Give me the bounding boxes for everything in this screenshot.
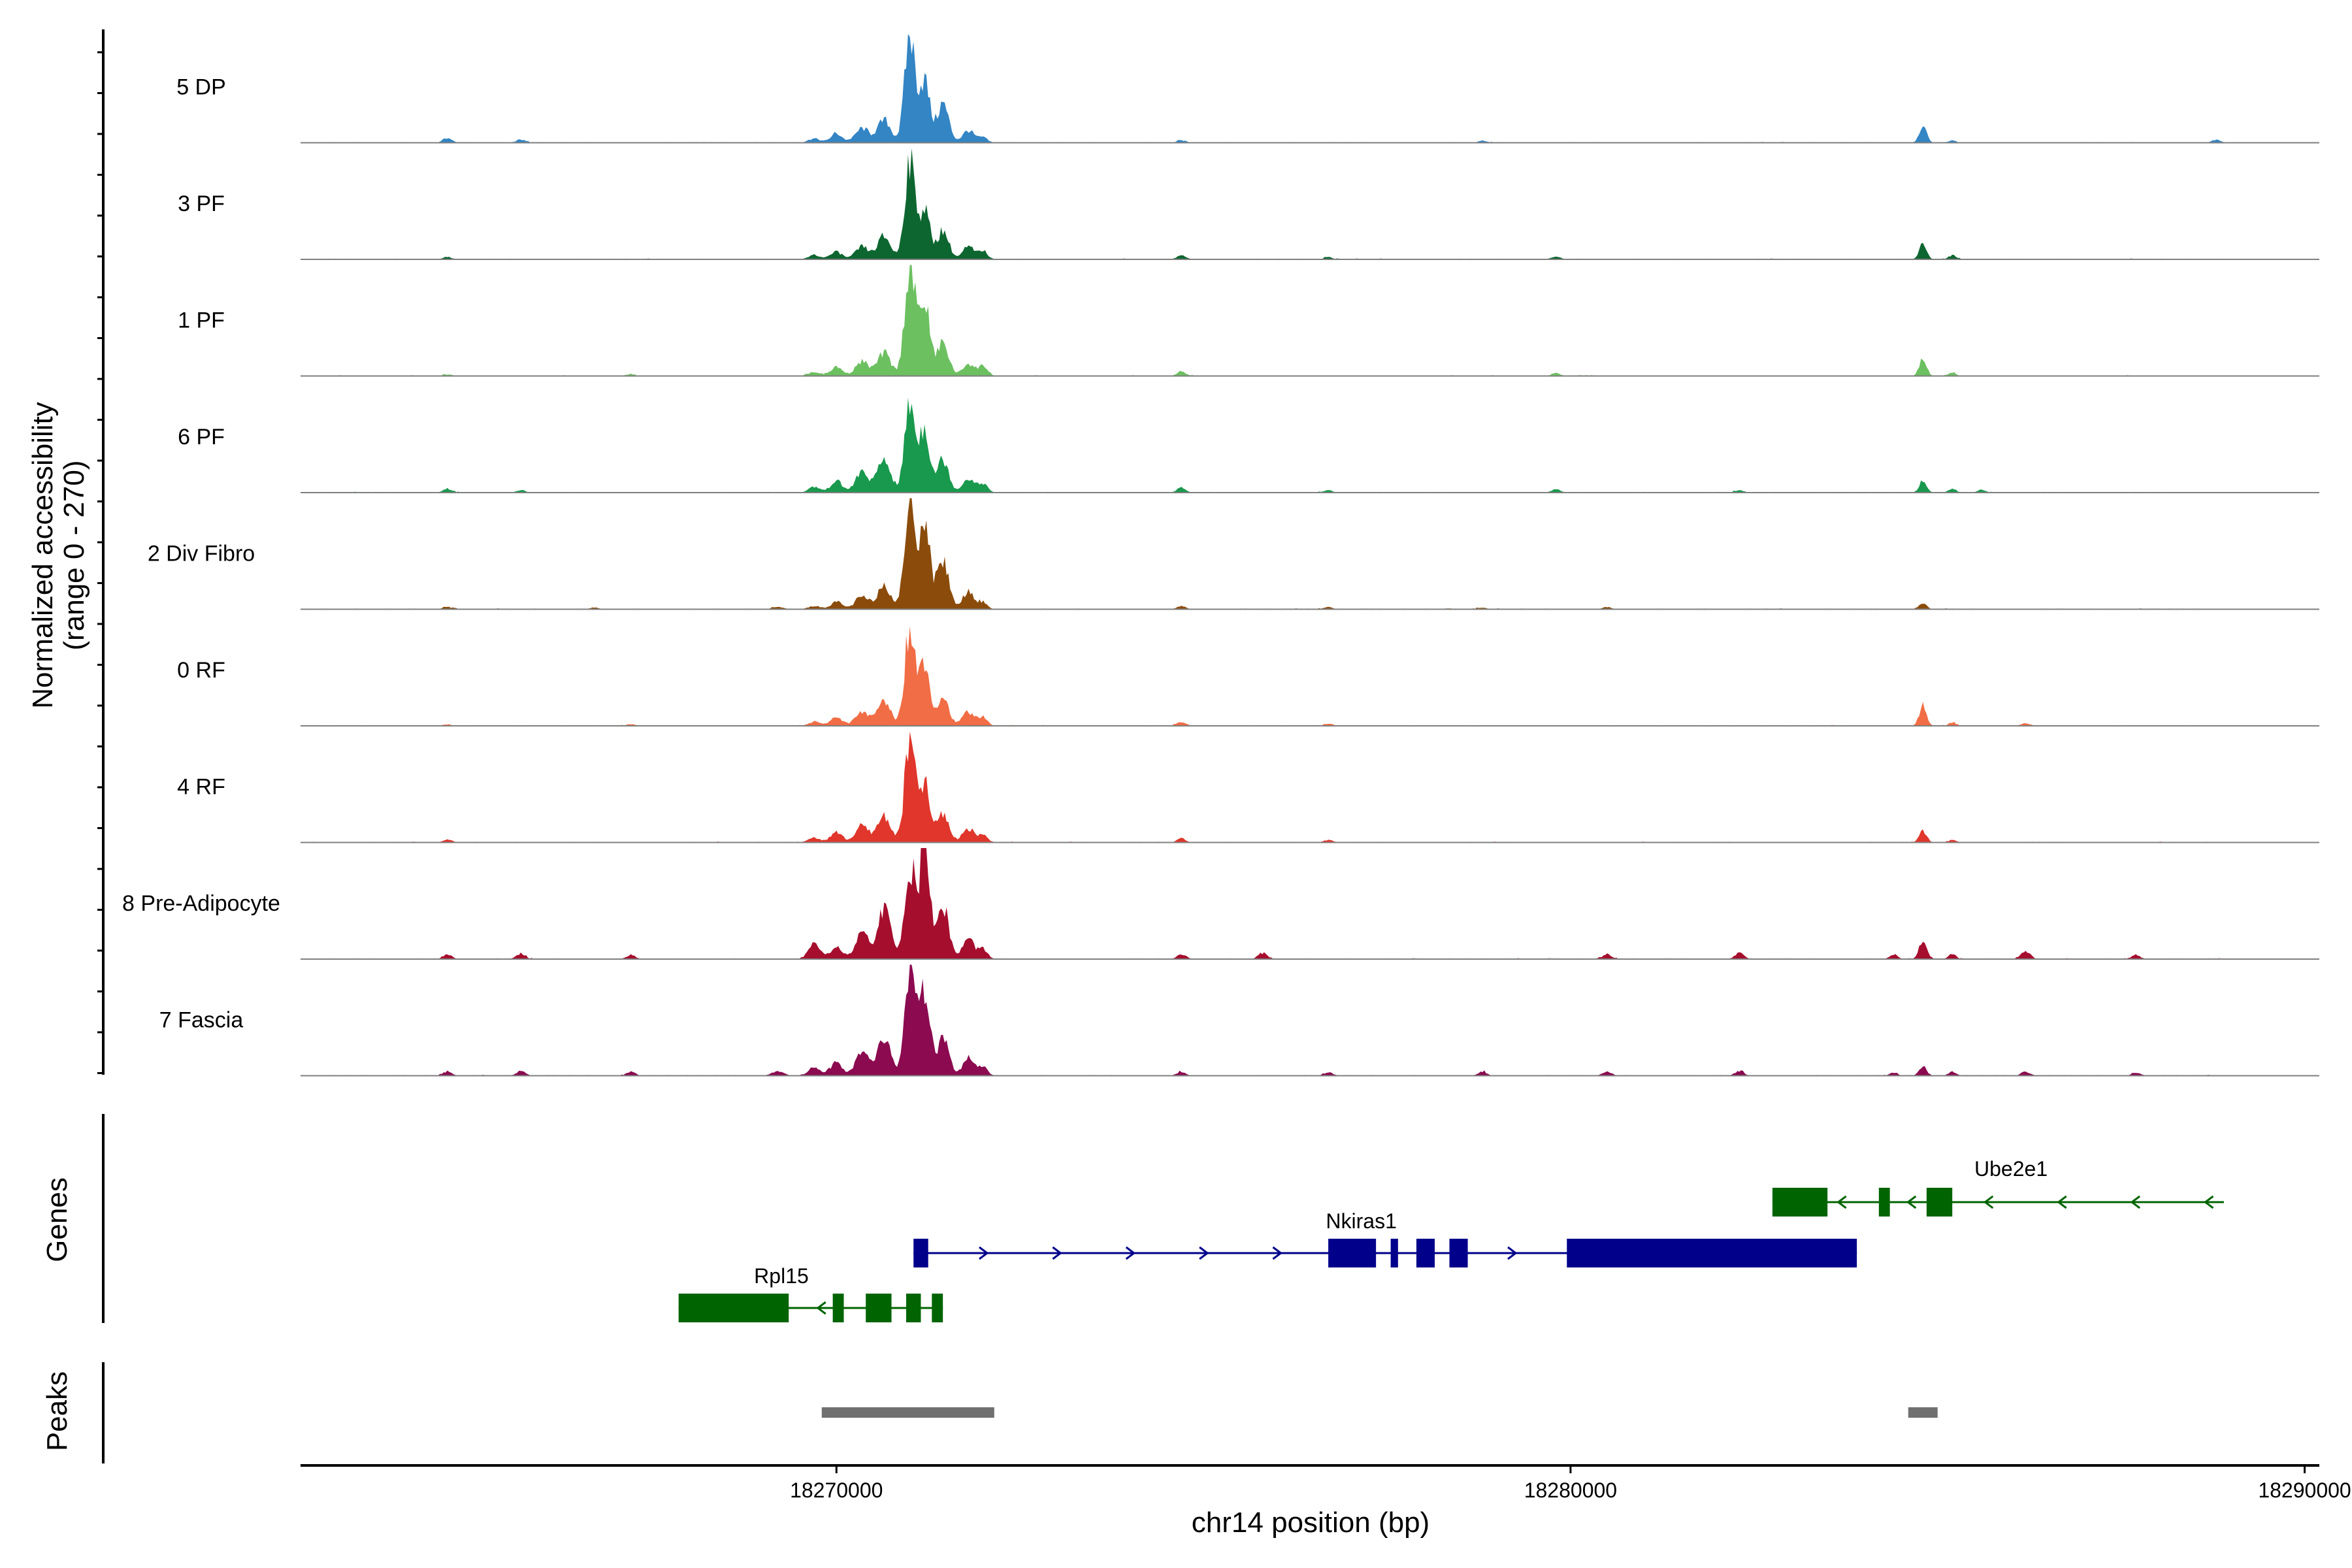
coverage-track: 3 PF — [178, 148, 2319, 260]
coverage-area — [301, 498, 2224, 610]
gene-exon — [906, 1294, 921, 1322]
coverage-track: 2 Div Fibro — [148, 498, 2319, 610]
track-label: 3 PF — [178, 191, 225, 216]
genes-track-label: Genes — [41, 1177, 73, 1262]
coverage-track: 7 Fascia — [159, 964, 2319, 1077]
gene-exon — [913, 1239, 928, 1267]
gene-model: Nkiras1 — [913, 1209, 1857, 1267]
track-label: 1 PF — [178, 308, 225, 333]
x-axis-title: chr14 position (bp) — [1192, 1507, 1429, 1539]
gene-exon — [1416, 1239, 1435, 1267]
strand-arrow — [1983, 1195, 1994, 1209]
strand-arrow — [2057, 1195, 2067, 1209]
peak-region — [1908, 1407, 1938, 1418]
gene-exon — [1390, 1239, 1398, 1267]
coverage-area — [301, 34, 2224, 143]
x-tick-label: 18270000 — [790, 1478, 883, 1502]
gene-label: Ube2e1 — [1974, 1157, 2048, 1181]
peak-region — [821, 1407, 994, 1418]
coverage-area — [301, 397, 2224, 493]
x-axis: 18270000 18280000 18290000 — [301, 1464, 2351, 1502]
coverage-area — [301, 148, 2224, 259]
coverage-area — [301, 731, 2224, 843]
gene-exon — [1567, 1239, 1857, 1267]
gene-label: Rpl15 — [754, 1264, 809, 1288]
strand-arrow — [1199, 1246, 1209, 1260]
strand-arrow — [2203, 1195, 2214, 1209]
gene-annotation-track: Ube2e1 Nkiras1 Rpl15 — [102, 1114, 2224, 1323]
strand-arrow — [1272, 1246, 1282, 1260]
track-label: 6 PF — [178, 425, 225, 449]
gene-exon — [832, 1294, 844, 1322]
gene-model: Rpl15 — [678, 1264, 943, 1322]
track-label: 5 DP — [176, 75, 226, 100]
gene-exon — [1772, 1188, 1828, 1217]
coverage-track: 4 RF — [177, 731, 2319, 843]
gene-label: Nkiras1 — [1326, 1209, 1396, 1233]
track-label: 8 Pre-Adipocyte — [122, 891, 280, 916]
track-label: 7 Fascia — [159, 1008, 244, 1033]
x-tick-label: 18290000 — [2258, 1478, 2351, 1502]
track-label: 0 RF — [177, 658, 225, 683]
strand-arrow — [1906, 1195, 1917, 1209]
strand-arrow — [979, 1246, 989, 1260]
gene-exon — [678, 1294, 789, 1322]
coverage-area — [301, 848, 2224, 959]
coverage-track: 8 Pre-Adipocyte — [122, 848, 2319, 960]
y-axis-title-line2: (range 0 - 270) — [58, 460, 90, 650]
gene-exon — [1449, 1239, 1468, 1267]
x-tick-label: 18280000 — [1524, 1478, 1617, 1502]
gene-exon — [932, 1294, 943, 1322]
gene-model: Ube2e1 — [1772, 1157, 2224, 1217]
gene-exon — [1328, 1239, 1377, 1267]
track-label: 2 Div Fibro — [148, 542, 255, 566]
coverage-track: 1 PF — [178, 265, 2319, 377]
peak-track — [102, 1362, 1938, 1463]
track-label: 4 RF — [177, 775, 225, 800]
y-axis-title-line1: Normalized accessibility — [27, 402, 59, 708]
coverage-area — [301, 964, 2224, 1076]
coverage-track: 6 PF — [178, 397, 2319, 493]
gene-exon — [866, 1294, 892, 1322]
strand-arrow — [1837, 1195, 1847, 1209]
gene-exon — [1878, 1188, 1890, 1217]
gene-exon — [1926, 1188, 1953, 1217]
strand-arrow — [1052, 1246, 1062, 1260]
strand-arrow — [2130, 1195, 2140, 1209]
strand-arrow — [816, 1301, 826, 1315]
coverage-area — [301, 265, 2224, 376]
strand-arrow — [1125, 1246, 1136, 1260]
peaks-track-label: Peaks — [41, 1371, 73, 1451]
coverage-track: 0 RF — [177, 626, 2319, 727]
coverage-track: 5 DP — [176, 34, 2319, 144]
strand-arrow — [1507, 1246, 1518, 1260]
coverage-area — [301, 626, 2224, 726]
accessibility-tracks: 5 DP 3 PF 1 PF 6 PF 2 Div Fibro 0 RF 4 RF 8 Pre… — [97, 29, 2319, 1077]
